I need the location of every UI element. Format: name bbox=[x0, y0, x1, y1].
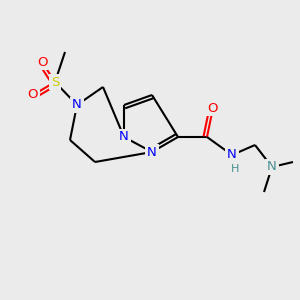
Text: O: O bbox=[37, 56, 47, 68]
Text: O: O bbox=[208, 101, 218, 115]
Text: N: N bbox=[119, 130, 129, 143]
Text: N: N bbox=[147, 146, 157, 158]
Text: O: O bbox=[28, 88, 38, 101]
Text: N: N bbox=[267, 160, 277, 173]
Text: S: S bbox=[51, 76, 59, 88]
Text: H: H bbox=[231, 164, 239, 174]
Text: N: N bbox=[227, 148, 237, 161]
Text: N: N bbox=[72, 98, 82, 112]
